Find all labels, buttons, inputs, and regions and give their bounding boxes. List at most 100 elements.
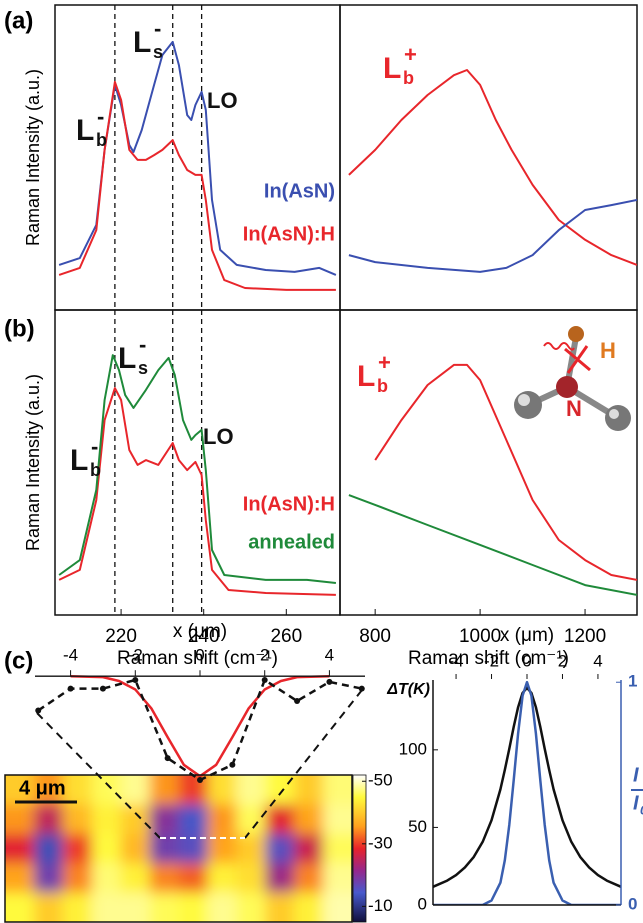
series-line: [58, 387, 336, 596]
annotation-sup: -: [91, 434, 98, 459]
heatmap-cell: [323, 892, 352, 922]
heatmap-cell: [62, 804, 93, 835]
heatmap-cell: [33, 804, 64, 835]
colorbar-tick-label: -30: [368, 833, 393, 852]
annotation: LO: [207, 88, 238, 113]
scale-bar-label: 4 μm: [19, 777, 66, 799]
x-tick-label: -4: [448, 651, 463, 670]
series-line: [70, 674, 330, 778]
colorbar-tick-label: -10: [368, 896, 393, 915]
heatmap-cell: [178, 892, 209, 922]
x-tick-label: 1200: [564, 626, 606, 647]
y2-tick-label: 1: [628, 672, 637, 691]
panel-label: (b): [4, 315, 35, 342]
series-line: [374, 363, 637, 581]
annotation: Lb+: [383, 42, 417, 88]
annotation-main: N: [566, 396, 582, 421]
heatmap-cell: [62, 892, 93, 922]
heatmap-cell: [91, 863, 122, 894]
annotation-sup: -: [139, 332, 146, 357]
y-axis-label: Raman Intensity (a.u.): [23, 374, 43, 551]
x-tick-label: 4: [593, 651, 602, 670]
heatmap-cell: [62, 775, 93, 806]
plot-frame: [54, 4, 341, 311]
panel-label: (a): [4, 7, 33, 34]
annotation-sup: +: [378, 350, 391, 375]
series-group: [433, 680, 621, 905]
series-group: [348, 69, 637, 273]
x-tick-label: 800: [359, 626, 391, 647]
heatmap-cell: [207, 863, 238, 894]
heatmap: [5, 775, 352, 922]
y-axis-label: Raman Intensity (a.u.): [23, 69, 43, 246]
heatmap-cell: [91, 775, 122, 806]
y-axis-label: ΔT(K): [386, 681, 430, 698]
series-group: [58, 40, 337, 291]
x-tick-label: 4: [325, 646, 334, 665]
annotation-main: L: [133, 26, 151, 59]
heatmap-cell: [265, 833, 296, 865]
y2-tick-label: 0: [628, 894, 637, 913]
series-line: [348, 198, 637, 273]
series-group: [58, 354, 337, 596]
y2-label-top: I: [633, 764, 639, 786]
annotation-main: LO: [203, 424, 234, 449]
annotation-sup: -: [154, 16, 161, 41]
annotation-main: L: [118, 342, 136, 375]
heatmap-cell: [294, 775, 325, 806]
heatmap-cell: [178, 775, 209, 806]
annotation: Lb-: [76, 104, 107, 150]
heatmap-cell: [236, 775, 267, 806]
annotation: Lb-: [70, 434, 101, 480]
heatmap-cell: [5, 863, 35, 894]
annotation: Ls-: [118, 332, 148, 378]
x-tick-label: 2: [260, 646, 269, 665]
legend-entry: In(AsN):H: [243, 493, 335, 515]
annotation-sub: b: [377, 376, 388, 396]
annotation: H: [600, 338, 616, 363]
plot-frame: [339, 4, 638, 311]
marker: [326, 678, 333, 685]
heatmap-cell: [62, 863, 93, 894]
annotation: Lb+: [357, 350, 391, 396]
heatmap-cell: [62, 833, 93, 865]
heatmap-cell: [33, 775, 64, 806]
x-tick-label: 240: [188, 626, 220, 647]
panel-label: (c): [4, 647, 33, 674]
annotation: N: [566, 396, 582, 421]
marker: [197, 777, 203, 783]
heatmap-cell: [207, 804, 238, 835]
marker: [294, 697, 301, 704]
annotation-main: LO: [207, 88, 238, 113]
x-tick-label: 1000: [459, 626, 501, 647]
legend-entry: annealed: [248, 531, 335, 553]
heatmap-cell: [149, 804, 180, 835]
heatmap-cell: [91, 892, 122, 922]
annotation-sub: b: [403, 68, 414, 88]
marker: [358, 685, 365, 692]
heatmap-cell: [120, 833, 151, 865]
series-line: [433, 686, 621, 888]
series-group: [348, 363, 637, 596]
y-tick-label: 100: [399, 739, 427, 758]
molecule-inset: [514, 326, 631, 431]
heatmap-cell: [265, 863, 296, 894]
plot-frame: [339, 309, 638, 616]
heatmap-cell: [178, 804, 209, 835]
legend-entry: In(AsN): [264, 180, 335, 202]
marker: [261, 677, 268, 683]
heatmap-cell: [120, 863, 151, 894]
annotation-main: L: [383, 52, 401, 85]
heatmap-cell: [236, 892, 267, 922]
heatmap-cell: [236, 863, 267, 894]
annotation-sub: s: [138, 358, 148, 378]
heatmap-cell: [236, 804, 267, 835]
heatmap-cell: [265, 804, 296, 835]
series-line: [58, 80, 336, 291]
legend-entry: In(AsN):H: [243, 223, 335, 245]
heatmap-cell: [120, 804, 151, 835]
heatmap-cell: [149, 775, 180, 806]
heatmap-cell: [91, 804, 122, 835]
x-axis-label: Raman shift (cm⁻¹): [408, 648, 569, 669]
x-tick-label: 220: [105, 626, 137, 647]
